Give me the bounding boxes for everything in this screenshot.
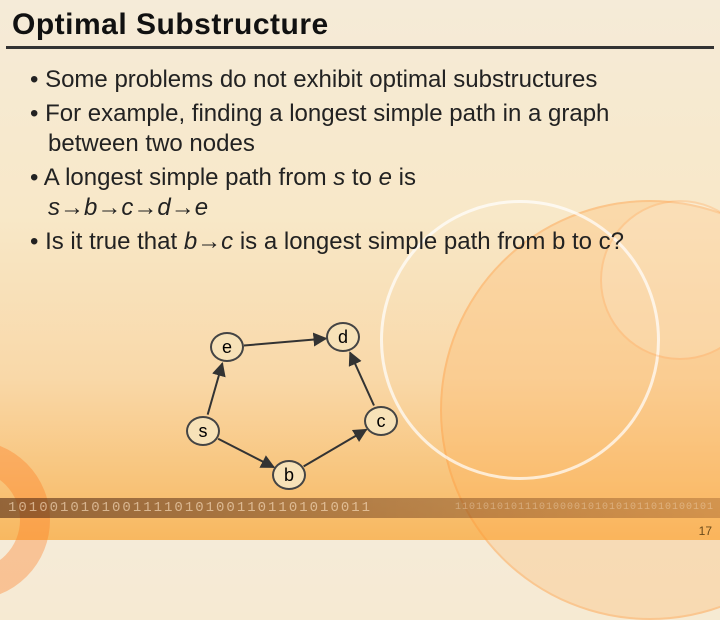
bullet-item: Some problems do not exhibit optimal sub… [30, 65, 692, 95]
bullet-text: For example, finding a longest simple pa… [45, 100, 609, 157]
bullet-ital: s [333, 164, 345, 191]
deco-circle-left [0, 440, 50, 600]
binary-faint-text: 1101010101110100001010101011010100101 [455, 498, 714, 518]
graph-edge-e-d [244, 338, 326, 345]
graph-node-d: d [326, 322, 360, 352]
graph-node-s: s [186, 416, 220, 446]
bullet-ital: e [379, 164, 392, 191]
bullet-list: Some problems do not exhibit optimal sub… [30, 65, 692, 257]
graph-edge-b-c [304, 430, 367, 467]
graph-edge-s-b [218, 439, 274, 468]
bullet-item: For example, finding a longest simple pa… [30, 99, 692, 159]
bullet-ital: b→c [184, 228, 233, 255]
bullet-text: A longest simple path from [44, 164, 333, 191]
bullet-text: Is it true that [45, 228, 184, 255]
bullet-path: s→b→c→d→e [48, 194, 208, 221]
bullet-text: to [345, 164, 378, 191]
binary-text: 10100101010011110101001101101010011 [8, 500, 372, 516]
bullet-text: Some problems do not exhibit optimal sub… [45, 66, 597, 93]
graph-edge-c-d [350, 352, 374, 405]
graph-node-c: c [364, 406, 398, 436]
graph-edge-s-e [208, 363, 223, 414]
page-title: Optimal Substructure [6, 0, 714, 49]
bullet-item: A longest simple path from s to e is s→b… [30, 163, 692, 223]
title-text: Optimal Substructure [12, 8, 329, 41]
footer-binary-strip: 10100101010011110101001101101010011 1101… [0, 498, 720, 518]
graph-node-b: b [272, 460, 306, 490]
bullet-item: Is it true that b→c is a longest simple … [30, 227, 692, 257]
bullet-text: is [392, 164, 416, 191]
page-number: 17 [699, 524, 712, 538]
bullet-text: is a longest simple path from b to c? [233, 228, 624, 255]
graph-node-e: e [210, 332, 244, 362]
graph-diagram: e d s c b [170, 320, 430, 500]
content-area: Some problems do not exhibit optimal sub… [0, 49, 720, 257]
